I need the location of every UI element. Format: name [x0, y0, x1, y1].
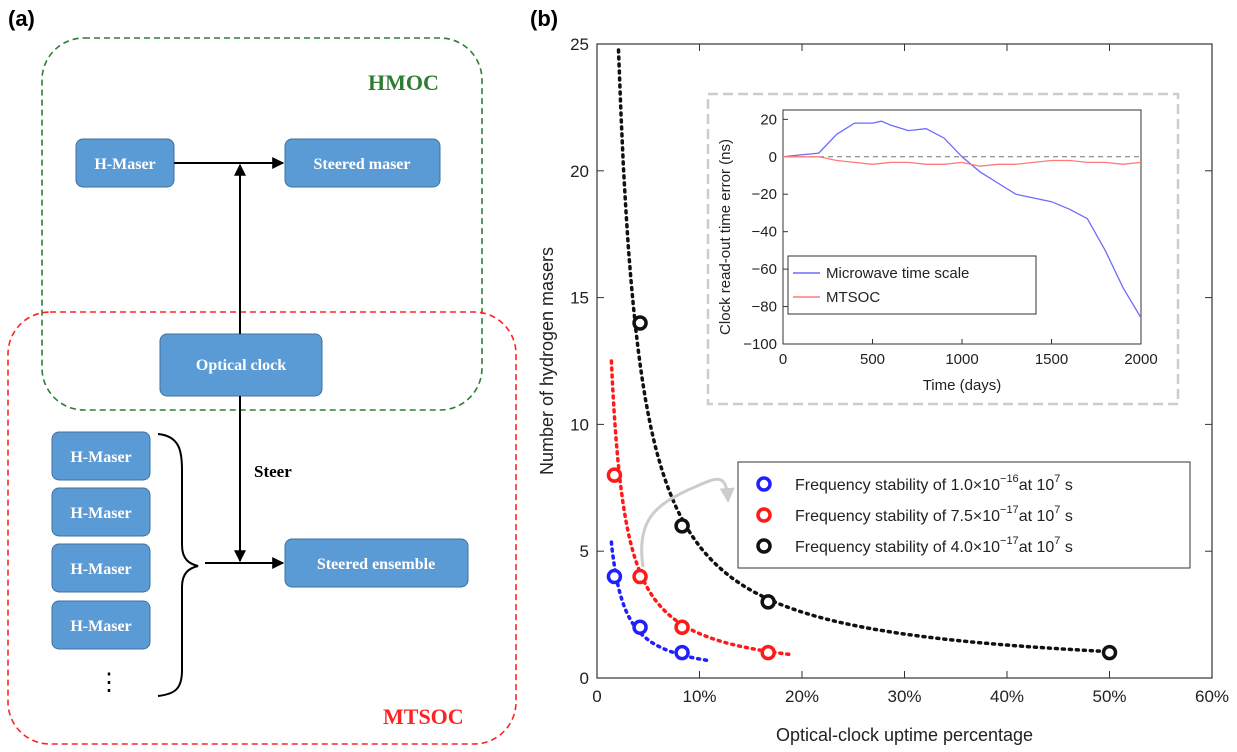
y-axis-label: Number of hydrogen masers: [537, 247, 557, 475]
steered-maser-label: Steered maser: [314, 156, 411, 173]
fit-curve-series-1: [609, 540, 712, 663]
inset-legend-text: Microwave time scale: [826, 265, 969, 282]
ensemble-maser-box-1: H-Maser: [51, 431, 151, 481]
fit-curve-series-3: [616, 48, 1112, 654]
x-tick-label: 10%: [682, 687, 716, 706]
inset-chart: 0 500 1000 1500 2000 20 0 −20 −40 −60 −80 −100 Time …: [717, 109, 1158, 394]
data-point-series-1: [606, 568, 623, 585]
ensemble-maser-label: H-Maser: [70, 561, 131, 578]
inset-x-tick-label: 500: [860, 351, 885, 368]
optical-clock-label: Optical clock: [196, 357, 286, 374]
data-point-series-2: [674, 619, 690, 636]
inset-y-axis-label: Clock read-out time error (ns): [717, 139, 734, 335]
inset-y-tick-label: −20: [752, 186, 777, 203]
inset-x-tick-label: 0: [779, 351, 787, 368]
y-tick-label: 5: [580, 542, 589, 561]
mtsoc-region: [7, 311, 517, 745]
x-tick-label: 30%: [887, 687, 921, 706]
ensemble-maser-box-2: H-Maser: [51, 487, 151, 537]
inset-y-tick-label: 0: [769, 149, 777, 166]
y-tick-label: 20: [570, 162, 589, 181]
hmoc-label: HMOC: [368, 70, 439, 95]
callout-arrow: [640, 477, 735, 568]
x-tick-label: 20%: [785, 687, 819, 706]
legend-entry-text: Frequency stability of 4.0×10−17at 107 s: [795, 535, 1073, 556]
x-tick-label: 0: [592, 687, 601, 706]
legend-box: [737, 461, 1191, 569]
inset-y-tick-label: 20: [760, 111, 777, 128]
inset-y-tick-label: −80: [752, 299, 777, 316]
inset-legend-box: [787, 255, 1037, 315]
ensemble-maser-box-4: H-Maser: [51, 600, 151, 650]
optical-clock-box: Optical clock: [159, 333, 323, 397]
steer-label: Steer: [254, 462, 292, 481]
y-tick-label: 10: [570, 415, 589, 434]
data-point-series-2: [606, 467, 623, 483]
x-tick-label: 40%: [990, 687, 1024, 706]
inset-y-tick-label: −40: [752, 224, 777, 241]
legend-entry-text: Frequency stability of 1.0×10−16at 107 s: [795, 473, 1073, 494]
main-chart: 0 10% 20% 30% 40% 50% 60% 0 5 10 15 20 25 Optical-clo…: [537, 35, 1229, 745]
ensemble-maser-label: H-Maser: [70, 449, 131, 466]
y-tick-label: 0: [580, 669, 589, 688]
x-tick-label: 50%: [1092, 687, 1126, 706]
y-tick-label: 25: [570, 35, 589, 54]
x-tick-label: 60%: [1195, 687, 1229, 706]
legend-entry-text: Frequency stability of 7.5×10−17at 107 s: [795, 504, 1073, 525]
panel-b: (b) 0 10% 20% 30% 40% 50% 60% 0 5 10 15 20 25 Optical…: [530, 6, 1229, 745]
legend-marker: [756, 507, 772, 523]
ensemble-maser-label: H-Maser: [70, 618, 131, 635]
inset-y-tick-label: −60: [752, 261, 777, 278]
mtsoc-label: MTSOC: [383, 704, 464, 729]
inset-x-tick-label: 1000: [945, 351, 978, 368]
inset-x-tick-label: 1500: [1035, 351, 1068, 368]
data-point-series-1: [632, 619, 648, 636]
h-maser-top-label: H-Maser: [94, 156, 155, 173]
inset-series-line-2: [783, 156, 1142, 167]
legend-marker: [756, 476, 772, 492]
inset-series-line-1: [782, 120, 1142, 319]
data-point-series-3: [674, 518, 690, 534]
inset-x-axis-label: Time (days): [923, 377, 1002, 394]
data-point-series-3: [1101, 644, 1118, 661]
data-point-series-2: [760, 644, 776, 661]
data-point-series-3: [760, 594, 776, 610]
main-data-points: [606, 315, 1118, 661]
panel-a-label: (a): [8, 6, 35, 31]
steered-ensemble-box: Steered ensemble: [284, 538, 469, 588]
legend-marker: [756, 538, 772, 554]
ellipsis: ⋮: [97, 670, 121, 696]
h-maser-box-top: H-Maser: [75, 138, 175, 188]
ensemble-brace: [157, 433, 199, 697]
steered-maser-box: Steered maser: [284, 138, 441, 188]
panel-a: (a) HMOC MTSOC H-Maser Steered maser Opt…: [7, 6, 517, 745]
steered-ensemble-label: Steered ensemble: [317, 556, 435, 573]
ensemble-maser-box-3: H-Maser: [51, 543, 151, 593]
panel-b-label: (b): [530, 6, 558, 31]
hmoc-region: [41, 37, 483, 411]
inset-y-tick-label: −100: [743, 336, 777, 353]
data-point-series-1: [674, 644, 690, 661]
data-point-series-3: [632, 315, 648, 331]
ensemble-maser-label: H-Maser: [70, 505, 131, 522]
x-axis-label: Optical-clock uptime percentage: [776, 725, 1033, 745]
inset-legend-text: MTSOC: [826, 289, 880, 306]
data-point-series-2: [632, 568, 648, 585]
y-tick-label: 15: [570, 289, 589, 308]
main-legend: Frequency stability of 1.0×10−16at 107 s…: [737, 461, 1191, 569]
inset-x-tick-label: 2000: [1124, 351, 1157, 368]
